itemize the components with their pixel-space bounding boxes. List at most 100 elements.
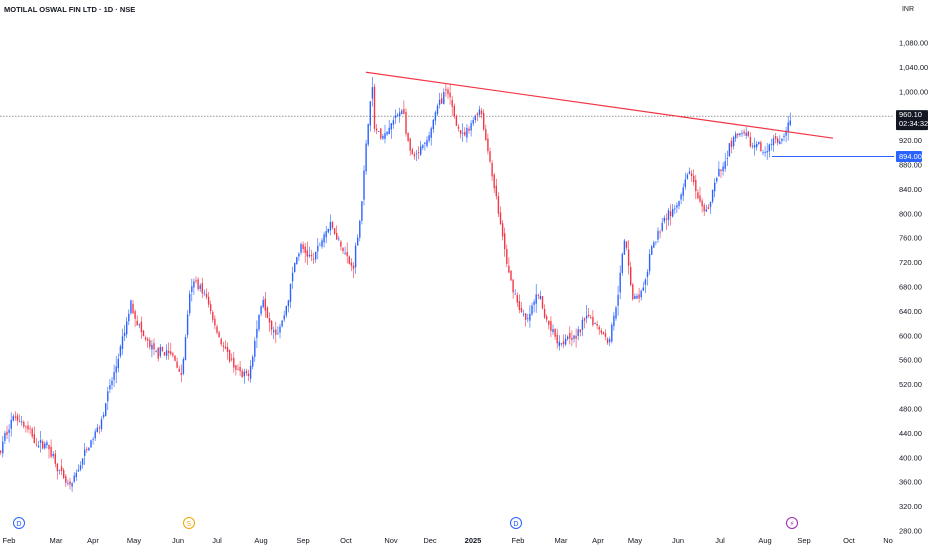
candle-up[interactable] <box>96 427 98 433</box>
candle-down[interactable] <box>403 109 405 114</box>
candle-down[interactable] <box>29 428 31 430</box>
candle-up[interactable] <box>113 372 115 380</box>
candle-down[interactable] <box>569 333 571 339</box>
candle-down[interactable] <box>550 321 552 331</box>
candle-up[interactable] <box>636 295 638 299</box>
candle-up[interactable] <box>386 131 388 135</box>
candle-down[interactable] <box>554 328 556 337</box>
candle-down[interactable] <box>144 337 147 340</box>
candle-down[interactable] <box>699 195 701 202</box>
dividend-icon[interactable]: D <box>510 517 522 529</box>
candle-down[interactable] <box>588 314 590 317</box>
candle-up[interactable] <box>382 135 384 139</box>
candle-down[interactable] <box>136 320 138 326</box>
candle-up[interactable] <box>724 161 726 169</box>
candle-up[interactable] <box>399 112 401 117</box>
candle-up[interactable] <box>58 469 61 471</box>
candle-down[interactable] <box>449 92 451 98</box>
candle-up[interactable] <box>415 153 418 155</box>
candle-up[interactable] <box>514 293 516 295</box>
candle-up[interactable] <box>300 244 302 253</box>
candle-up[interactable] <box>319 244 321 246</box>
candle-up[interactable] <box>321 240 323 247</box>
candle-down[interactable] <box>149 340 151 348</box>
candle-down[interactable] <box>266 307 269 318</box>
candle-down[interactable] <box>312 258 315 260</box>
candle-up[interactable] <box>363 170 365 200</box>
candle-down[interactable] <box>489 151 491 162</box>
candle-up[interactable] <box>8 429 10 433</box>
candle-up[interactable] <box>651 246 653 255</box>
candle-down[interactable] <box>476 113 479 116</box>
candle-down[interactable] <box>216 326 218 333</box>
candle-down[interactable] <box>60 466 63 471</box>
candle-up[interactable] <box>674 208 676 210</box>
candle-up[interactable] <box>558 341 560 347</box>
candle-down[interactable] <box>140 321 143 333</box>
candle-down[interactable] <box>172 353 174 356</box>
candle-up[interactable] <box>682 187 684 196</box>
candle-down[interactable] <box>380 128 382 139</box>
candle-down[interactable] <box>180 372 182 375</box>
candle-down[interactable] <box>541 296 544 309</box>
candle-down[interactable] <box>504 233 506 250</box>
candle-down[interactable] <box>690 173 693 176</box>
candle-down[interactable] <box>730 140 733 147</box>
candle-down[interactable] <box>630 266 632 285</box>
candle-down[interactable] <box>331 222 334 228</box>
candle-up[interactable] <box>283 315 285 320</box>
event-markers[interactable]: D S D ⚡ <box>13 517 798 529</box>
candle-up[interactable] <box>71 483 73 487</box>
candle-down[interactable] <box>760 142 762 151</box>
candle-down[interactable] <box>464 132 466 136</box>
candle-down[interactable] <box>25 426 27 428</box>
candle-down[interactable] <box>35 444 38 446</box>
candle-up[interactable] <box>138 324 140 326</box>
candle-up[interactable] <box>722 166 724 172</box>
candle-up[interactable] <box>564 338 567 345</box>
candle-up[interactable] <box>100 419 103 430</box>
candle-up[interactable] <box>779 141 781 145</box>
candle-down[interactable] <box>348 256 350 264</box>
candle-up[interactable] <box>308 254 311 257</box>
candle-down[interactable] <box>237 369 239 371</box>
candle-down[interactable] <box>777 138 779 143</box>
candle-down[interactable] <box>411 149 413 155</box>
candle-up[interactable] <box>260 306 262 314</box>
candle-down[interactable] <box>592 316 594 326</box>
candle-down[interactable] <box>350 262 353 266</box>
candle-down[interactable] <box>451 99 453 107</box>
candle-down[interactable] <box>497 196 500 214</box>
candle-down[interactable] <box>457 126 460 129</box>
candle-up[interactable] <box>772 138 775 146</box>
candle-down[interactable] <box>168 350 170 354</box>
candle-down[interactable] <box>27 425 29 430</box>
candle-down[interactable] <box>270 320 273 330</box>
candle-down[interactable] <box>571 337 573 340</box>
candle-down[interactable] <box>480 110 483 114</box>
candle-up[interactable] <box>165 350 168 356</box>
candle-up[interactable] <box>594 323 596 325</box>
candle-down[interactable] <box>602 332 605 335</box>
candle-down[interactable] <box>352 265 355 269</box>
candle-up[interactable] <box>126 321 128 335</box>
candle-up[interactable] <box>128 313 130 322</box>
candle-down[interactable] <box>157 347 159 359</box>
candle-up[interactable] <box>109 385 111 390</box>
candle-up[interactable] <box>46 442 48 446</box>
candle-down[interactable] <box>170 351 172 354</box>
candle-up[interactable] <box>688 171 691 174</box>
candle-up[interactable] <box>327 228 329 233</box>
candle-up[interactable] <box>653 242 655 248</box>
candle-down[interactable] <box>226 347 229 352</box>
candle-down[interactable] <box>468 128 470 131</box>
candle-down[interactable] <box>218 332 220 338</box>
candle-down[interactable] <box>264 298 266 311</box>
candle-up[interactable] <box>560 343 563 345</box>
candle-down[interactable] <box>231 358 233 360</box>
candle-down[interactable] <box>596 324 598 326</box>
candle-up[interactable] <box>640 290 642 298</box>
dividend-icon[interactable]: D <box>13 517 25 529</box>
candle-up[interactable] <box>735 133 737 139</box>
candle-up[interactable] <box>527 318 529 320</box>
